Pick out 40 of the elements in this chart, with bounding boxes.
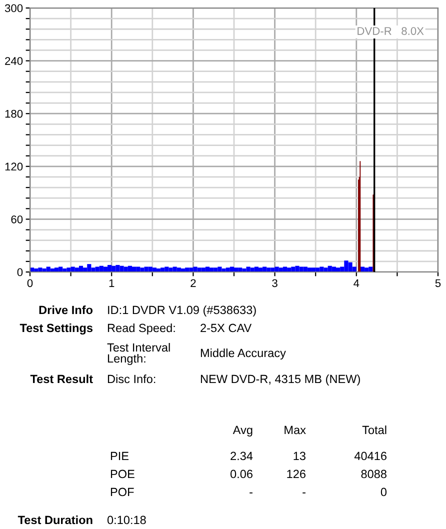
y-tick-label: 120 bbox=[5, 162, 23, 171]
y-tick-label: 300 bbox=[4, 4, 23, 12]
x-tick-label: 4 bbox=[354, 279, 360, 287]
text: PIE bbox=[110, 452, 129, 460]
y-tick-label: 0 bbox=[17, 268, 23, 276]
text: Max bbox=[284, 426, 306, 434]
annotation: DVD-R 8.0X bbox=[358, 27, 424, 35]
text: - bbox=[302, 492, 306, 494]
text: ID:1 DVDR V1.09 (#538633) bbox=[108, 305, 256, 316]
x-tick-label: 5 bbox=[435, 279, 441, 288]
text: POE bbox=[110, 470, 134, 478]
text: Test Result bbox=[30, 374, 93, 384]
text: 2.34 bbox=[230, 452, 253, 460]
text: 0.06 bbox=[230, 470, 252, 478]
text: - bbox=[250, 492, 252, 494]
x-tick-label: 2 bbox=[190, 279, 196, 287]
text: Total bbox=[362, 425, 386, 434]
text: Test Settings bbox=[20, 323, 93, 335]
text: POF bbox=[110, 488, 134, 496]
x-tick-label: 1 bbox=[109, 279, 114, 287]
x-tick-label: 0 bbox=[27, 279, 33, 288]
y-tick-label: 60 bbox=[11, 215, 23, 224]
y-tick-label: 180 bbox=[5, 110, 23, 118]
text: Disc Info: bbox=[108, 374, 156, 384]
text: Read Speed: bbox=[108, 323, 175, 335]
text: 126 bbox=[287, 470, 306, 478]
text: Middle Accuracy bbox=[200, 348, 286, 360]
text: 40416 bbox=[354, 452, 386, 460]
text: 0:10:18 bbox=[107, 516, 146, 524]
text: Test Interval Length: bbox=[107, 342, 170, 366]
x-tick-label: 3 bbox=[272, 279, 278, 288]
y-tick-label: 240 bbox=[5, 57, 23, 65]
text: 2-5X CAV bbox=[200, 324, 252, 332]
text: Drive Info bbox=[39, 305, 93, 314]
text: NEW DVD-R, 4315 MB (NEW) bbox=[200, 374, 360, 386]
text: 0 bbox=[380, 488, 387, 496]
text: Test Duration bbox=[18, 515, 92, 524]
text: 13 bbox=[294, 452, 306, 460]
text: 8088 bbox=[361, 470, 386, 478]
text: Avg bbox=[232, 426, 252, 437]
